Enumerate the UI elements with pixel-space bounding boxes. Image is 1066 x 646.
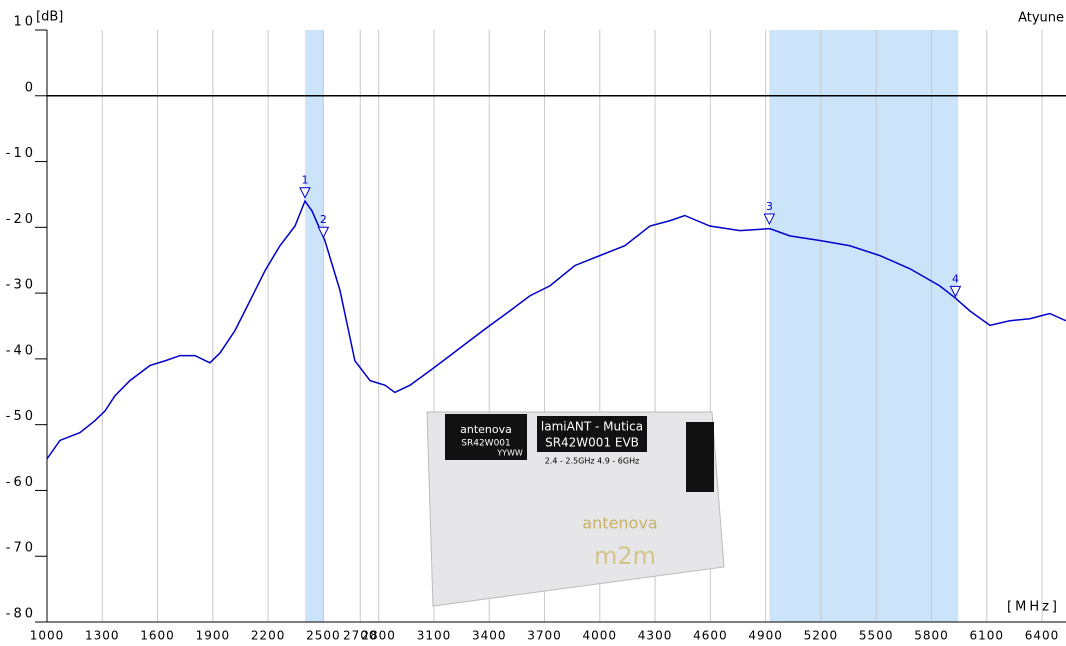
- x-tick-label: 6100: [969, 629, 1004, 643]
- logo-sub: m2m: [594, 542, 656, 570]
- y-tick-label: -30: [6, 278, 36, 293]
- x-tick-label: 1300: [85, 629, 120, 643]
- x-tick-label: 2700: [343, 629, 378, 643]
- y-tick-label: -40: [6, 343, 36, 358]
- marker-label: 3: [766, 200, 773, 213]
- x-axis-label: [MHz]: [1007, 600, 1060, 615]
- shaded-band: [769, 30, 959, 622]
- chip-code: YYWW: [496, 449, 523, 458]
- x-tick-label: 2500: [306, 629, 341, 643]
- x-tick-label: 6400: [1025, 629, 1060, 643]
- x-tick-label: 4000: [583, 629, 618, 643]
- chip-side: [686, 422, 714, 492]
- x-tick-label: 2200: [251, 629, 286, 643]
- label-box: [537, 416, 647, 452]
- marker: [299, 187, 311, 199]
- shaded-band: [304, 30, 324, 622]
- y-tick-label: -20: [6, 212, 36, 227]
- x-tick-label: 5500: [859, 629, 894, 643]
- x-tick-label: 1900: [196, 629, 231, 643]
- x-tick-label: 4300: [638, 629, 673, 643]
- chip-brand: antenova: [460, 423, 512, 436]
- corner-label: Atyune: [1018, 11, 1064, 26]
- x-tick-label: 1000: [30, 629, 65, 643]
- y-tick-label: -70: [6, 541, 36, 556]
- chip: [445, 414, 527, 460]
- marker-label: 4: [952, 272, 959, 285]
- board-bands: 2.4 - 2.5GHz 4.9 - 6GHz: [545, 457, 640, 466]
- x-tick-label: 1600: [140, 629, 175, 643]
- x-tick-label: 5200: [804, 629, 839, 643]
- marker-label: 1: [301, 174, 308, 187]
- board-name: SR42W001 EVB: [545, 436, 639, 450]
- board: [426, 411, 725, 607]
- x-tick-label: 4900: [748, 629, 783, 643]
- y-tick-label: -50: [6, 409, 36, 424]
- x-tick-label: 5800: [914, 629, 949, 643]
- marker: [317, 226, 330, 239]
- marker-label: 2: [320, 213, 327, 226]
- marker: [763, 213, 776, 226]
- line-series: [46, 199, 1066, 460]
- x-tick-label: 3100: [417, 629, 452, 643]
- y-tick-label: -80: [6, 607, 36, 622]
- x-tick-label: 3700: [527, 629, 562, 643]
- logo: antenova: [582, 514, 657, 533]
- y-axis-label: [dB]: [36, 10, 63, 25]
- chip-part: SR42W001: [461, 439, 511, 449]
- board-title: lamiANT - Mutica: [541, 420, 643, 434]
- y-tick-label: 0: [25, 80, 36, 95]
- y-tick-label: -10: [6, 146, 36, 161]
- x-tick-label: 4600: [693, 629, 728, 643]
- y-tick-label: -60: [6, 475, 36, 490]
- marker: [949, 285, 962, 298]
- x-tick-label: 2800: [361, 629, 396, 643]
- x-tick-label: 3400: [472, 629, 507, 643]
- y-tick-label: 10: [13, 15, 36, 30]
